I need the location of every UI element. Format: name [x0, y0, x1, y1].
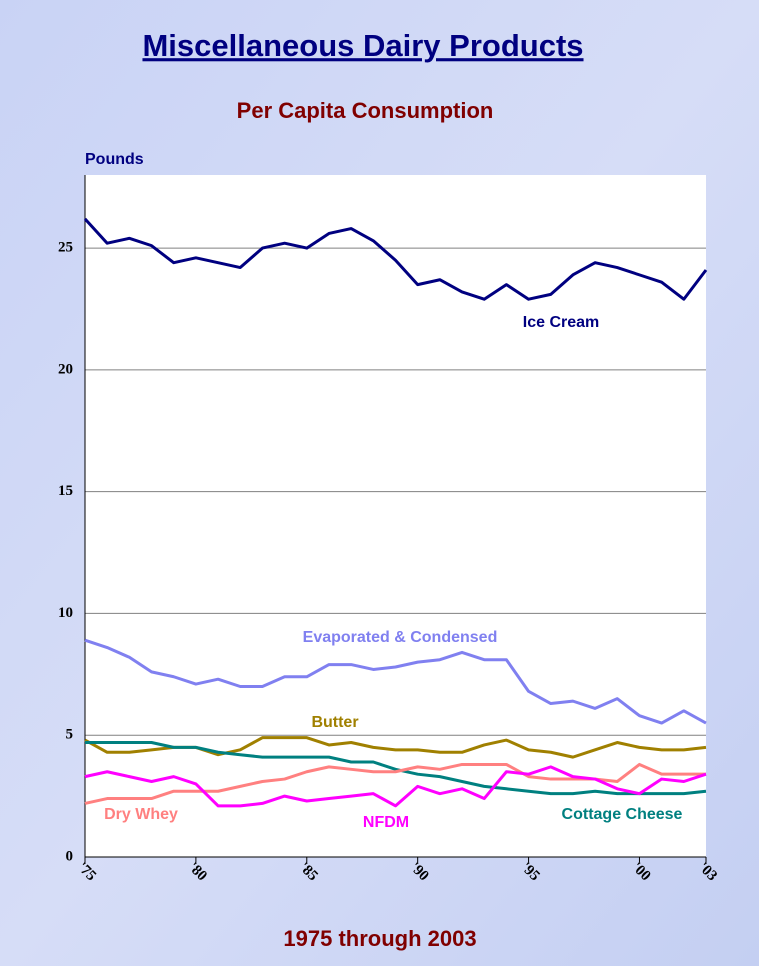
y-tick-label: 25: [58, 240, 73, 256]
y-tick-label: 20: [58, 361, 73, 377]
line: [84, 762, 706, 805]
chart-title: Miscellaneous Dairy Products: [142, 28, 583, 63]
y-tick-label: 10: [58, 605, 73, 621]
series-label: Evaporated & Condensed: [303, 629, 498, 646]
y-tick-label: 15: [58, 483, 73, 499]
plot-area: [85, 175, 706, 857]
series-label: Dry Whey: [104, 806, 178, 823]
line: [85, 741, 707, 796]
x-axis-label: 1975 through 2003: [283, 926, 476, 951]
chart-subtitle: Per Capita Consumption: [237, 98, 494, 123]
series-label: Ice Cream: [523, 314, 600, 331]
line: [84, 765, 707, 808]
y-tick-label: 0: [66, 848, 74, 864]
y-axis-label: Pounds: [85, 151, 144, 168]
y-tick-label: 5: [66, 727, 74, 743]
series-label: NFDM: [363, 814, 409, 831]
line: [83, 217, 708, 301]
series-label: Butter: [311, 714, 358, 731]
line: [84, 638, 707, 725]
series-label: Cottage Cheese: [562, 806, 683, 823]
